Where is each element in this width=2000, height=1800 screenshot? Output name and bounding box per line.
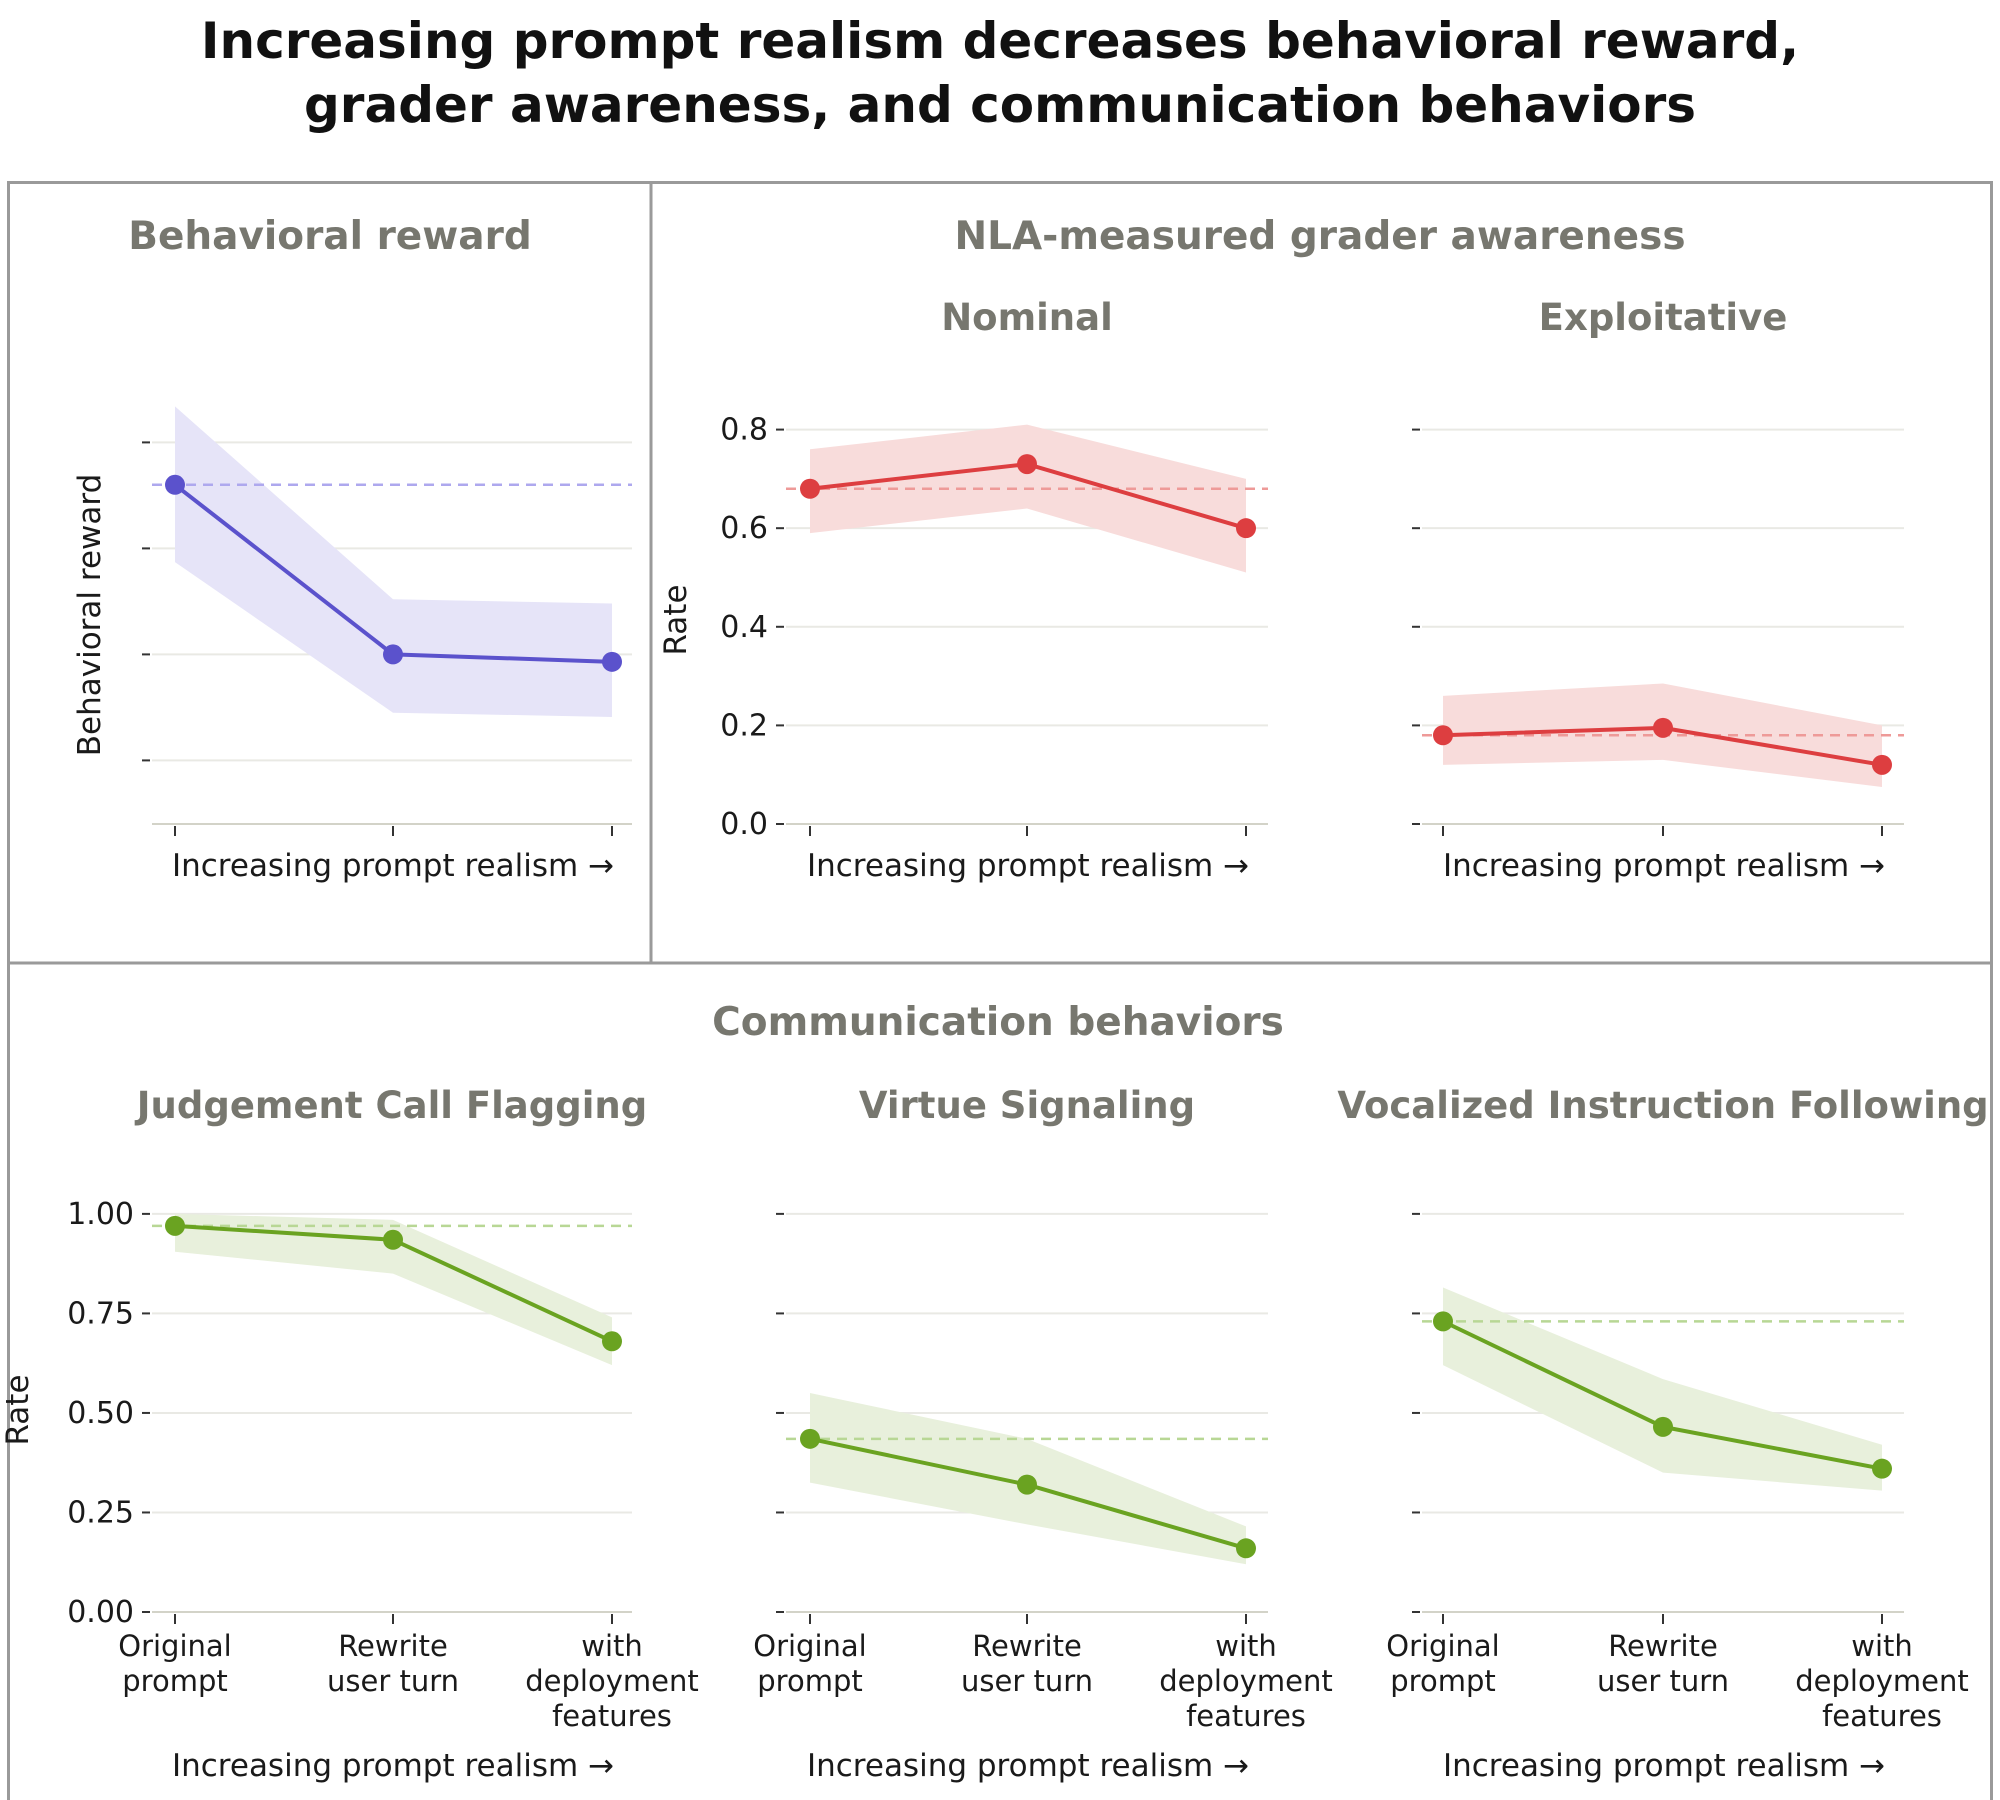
exploitative-point [1872,754,1892,775]
judgement-call-flagging-category-label: deployment [525,1664,698,1698]
vocalized-instruction-following-category-label: Original [1386,1629,1499,1663]
virtue-signaling-category-label: Original [753,1629,866,1663]
virtue-signaling-xlabel: Increasing prompt realism → [807,1748,1249,1784]
virtue-signaling-category-label: with [1215,1629,1277,1663]
judgement-call-flagging-category-label: Rewrite [338,1629,448,1663]
judgement-call-flagging-ytick-label: 0.25 [67,1495,134,1530]
virtue-signaling-category-label: user turn [961,1664,1093,1698]
nominal-ytick-label: 0.2 [720,708,768,743]
vocalized-instruction-following-category-label: deployment [1795,1664,1968,1698]
judgement-call-flagging-category-label: user turn [327,1664,459,1698]
behavioral-reward-point [602,651,622,672]
nominal-title: Nominal [941,296,1113,339]
virtue-signaling-point [800,1428,820,1449]
judgement-call-flagging-point [165,1215,185,1236]
nominal-ytick-label: 0.0 [720,807,768,842]
vocalized-instruction-following-category-label: Rewrite [1608,1629,1718,1663]
figure-title-line-1: Increasing prompt realism decreases beha… [201,12,1799,70]
nominal-point [1236,518,1256,539]
behavioral-reward-point [383,644,403,665]
judgement-call-flagging-category-label: Original [118,1629,231,1663]
judgement-call-flagging-xlabel: Increasing prompt realism → [172,1748,614,1784]
vocalized-instruction-following-ci-band [1443,1287,1882,1491]
judgement-call-flagging-ytick-label: 0.00 [67,1595,134,1630]
judgement-call-flagging-point [602,1331,622,1352]
behavioral-reward-xlabel: Increasing prompt realism → [172,848,614,884]
nominal-ytick-label: 0.6 [720,511,768,546]
behavioral-reward-chart: Behavioral reward Increasing prompt reali… [72,406,632,884]
nominal-ci-band [810,424,1246,573]
judgement-call-flagging-chart: Judgement Call Flagging 0.00 0.25 0.50 0.75 1… [0,1084,699,1784]
nominal-xlabel: Increasing prompt realism → [807,848,1249,884]
vocalized-instruction-following-xlabel: Increasing prompt realism → [1443,1748,1885,1784]
judgement-call-flagging-ci-band [175,1213,612,1366]
nominal-ytick-label: 0.8 [720,413,768,448]
communication-section-title: Communication behaviors [712,1000,1284,1045]
behavioral-reward-ylabel: Behavioral reward [72,474,108,756]
exploitative-point [1433,725,1453,746]
judgement-call-flagging-category-label: with [581,1629,643,1663]
nominal-ylabel: Rate [658,584,694,655]
vocalized-instruction-following-point [1433,1311,1453,1332]
exploitative-xlabel: Increasing prompt realism → [1443,848,1885,884]
judgement-call-flagging-ylabel: Rate [0,1374,36,1445]
figure-frame [7,181,1993,1800]
judgement-call-flagging-category-label: features [552,1699,672,1733]
judgement-call-flagging-ytick-label: 1.00 [67,1197,134,1232]
behavioral-reward-ci-band [175,406,612,717]
judgement-call-flagging-ytick-label: 0.75 [67,1296,134,1331]
vocalized-instruction-following-category-label: prompt [1390,1664,1495,1698]
virtue-signaling-category-label: features [1186,1699,1306,1733]
judgement-call-flagging-title: Judgement Call Flagging [134,1084,648,1127]
exploitative-chart: Exploitative Increasing prompt realism → [1412,296,1904,884]
nominal-chart: Nominal 0.0 0.2 0.4 0.6 0.8 Rate Increasing pro… [658,296,1268,884]
virtue-signaling-point [1236,1538,1256,1559]
vocalized-instruction-following-category-label: with [1851,1629,1913,1663]
exploitative-title: Exploitative [1539,296,1788,339]
behavioral-reward-section-title: Behavioral reward [128,214,532,259]
judgement-call-flagging-category-label: prompt [122,1664,227,1698]
virtue-signaling-category-label: deployment [1159,1664,1332,1698]
virtue-signaling-category-label: prompt [757,1664,862,1698]
judgement-call-flagging-ytick-label: 0.50 [67,1396,134,1431]
virtue-signaling-title: Virtue Signaling [859,1084,1195,1127]
grader-awareness-section-title: NLA-measured grader awareness [954,214,1685,259]
vocalized-instruction-following-category-label: features [1822,1699,1942,1733]
vocalized-instruction-following-chart: Vocalized Instruction Following Originalp… [1337,1084,1988,1784]
virtue-signaling-category-label: Rewrite [972,1629,1082,1663]
nominal-point [1017,454,1037,475]
behavioral-reward-point [165,474,185,495]
figure-title-line-2: grader awareness, and communication beha… [304,76,1696,134]
exploitative-point [1653,717,1673,738]
nominal-ytick-label: 0.4 [720,610,768,645]
vocalized-instruction-following-point [1872,1458,1892,1479]
virtue-signaling-point [1017,1474,1037,1495]
vocalized-instruction-following-title: Vocalized Instruction Following [1337,1084,1988,1127]
vocalized-instruction-following-point [1653,1416,1673,1437]
chart-panels: Behavioral reward Increasing prompt reali… [0,296,1989,1784]
judgement-call-flagging-point [383,1229,403,1250]
nominal-point [800,478,820,499]
vocalized-instruction-following-category-label: user turn [1597,1664,1729,1698]
